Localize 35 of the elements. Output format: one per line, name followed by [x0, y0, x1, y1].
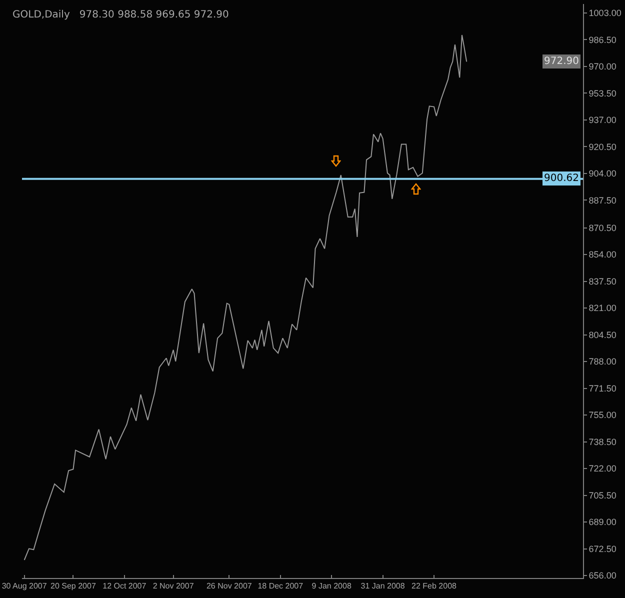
y-tick-label: 821.00 — [588, 303, 616, 314]
y-tick-label: 870.50 — [588, 222, 616, 233]
x-tick-label: 26 Nov 2007 — [206, 582, 252, 591]
x-tick-label: 30 Aug 2007 — [2, 582, 48, 591]
x-tick-label: 22 Feb 2008 — [412, 582, 458, 591]
annotation: 972.90 — [544, 56, 579, 67]
x-tick-label: 2 Nov 2007 — [152, 582, 194, 591]
x-tick-label: 20 Sep 2007 — [50, 582, 96, 591]
y-tick-label: 755.00 — [588, 410, 616, 420]
x-tick-label: 9 Jan 2008 — [312, 582, 352, 591]
y-tick-label: 904.00 — [588, 168, 616, 179]
y-tick-label: 771.50 — [588, 383, 616, 394]
y-tick-label: 920.50 — [588, 142, 616, 152]
y-tick-label: 705.50 — [588, 490, 616, 500]
x-tick-label: 12 Oct 2007 — [102, 582, 147, 591]
x-tick-label: 31 Jan 2008 — [360, 582, 406, 591]
y-tick-label: 804.50 — [588, 330, 616, 340]
y-tick-label: 854.00 — [588, 250, 616, 260]
y-tick-label: 656.00 — [588, 570, 616, 581]
y-tick-label: 788.00 — [588, 356, 616, 367]
y-tick-label: 1003.00 — [588, 8, 622, 18]
y-tick-label: 887.50 — [588, 195, 616, 206]
x-tick-label: 18 Dec 2007 — [258, 582, 304, 591]
y-tick-label: 689.00 — [588, 517, 616, 528]
y-tick-label: 970.00 — [588, 62, 616, 72]
y-tick-label: 837.50 — [588, 276, 616, 286]
y-tick-label: 937.00 — [588, 115, 616, 126]
ref-line-label: 900.62 — [544, 173, 579, 184]
y-tick-label: 738.50 — [588, 436, 616, 447]
y-tick-label: 672.50 — [588, 544, 616, 554]
line-series — [24, 34, 468, 560]
y-tick-label: 953.50 — [588, 88, 616, 98]
y-tick-label: 986.50 — [588, 34, 616, 45]
text: GOLD,Daily 978.30 988.58 969.65 972.90 — [12, 10, 229, 20]
y-tick-label: 722.00 — [588, 464, 616, 474]
